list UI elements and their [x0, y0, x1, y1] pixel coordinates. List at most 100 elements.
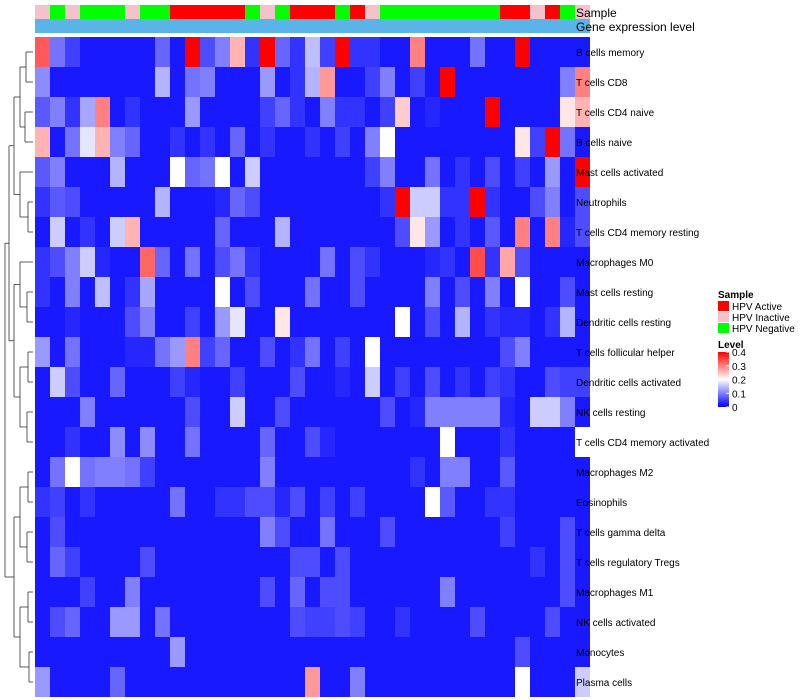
- heatmap-cell: [305, 367, 320, 397]
- heatmap-cell: [530, 67, 545, 97]
- heatmap-cell: [425, 577, 440, 607]
- heatmap-cell: [305, 97, 320, 127]
- heatmap-cell: [185, 547, 200, 577]
- heatmap-cell: [50, 367, 65, 397]
- heatmap-cell: [110, 367, 125, 397]
- heatmap-cell: [380, 187, 395, 217]
- heatmap-cell: [320, 97, 335, 127]
- heatmap-cell: [365, 547, 380, 577]
- heatmap-cell: [455, 547, 470, 577]
- heatmap-cell: [275, 337, 290, 367]
- heatmap-cell: [500, 157, 515, 187]
- heatmap-cell: [410, 487, 425, 517]
- heatmap-cell: [170, 367, 185, 397]
- heatmap-cell: [335, 397, 350, 427]
- heatmap-cell: [560, 127, 575, 157]
- heatmap-cell: [260, 367, 275, 397]
- heatmap-cell: [215, 157, 230, 187]
- heatmap-cell: [455, 397, 470, 427]
- heatmap-cell: [395, 307, 410, 337]
- heatmap-cell: [425, 97, 440, 127]
- heatmap-cell: [230, 67, 245, 97]
- heatmap-cell: [155, 547, 170, 577]
- heatmap-cell: [515, 127, 530, 157]
- legend-level-tick-label: 0.1: [732, 389, 746, 400]
- heatmap-cell: [200, 457, 215, 487]
- gene-expression-cell: [350, 19, 365, 33]
- heatmap-cell: [110, 547, 125, 577]
- heatmap-cell: [500, 547, 515, 577]
- heatmap-cell: [80, 547, 95, 577]
- heatmap-cell: [470, 667, 485, 697]
- sample-annotation-cell: [170, 5, 185, 19]
- row-label: NK cells activated: [576, 618, 655, 629]
- heatmap-cell: [50, 67, 65, 97]
- row-label: B cells naive: [576, 138, 633, 149]
- gene-expression-cell: [95, 19, 110, 33]
- heatmap-cell: [185, 307, 200, 337]
- heatmap-cell: [320, 127, 335, 157]
- heatmap-cell: [440, 517, 455, 547]
- heatmap-cell: [515, 577, 530, 607]
- heatmap-cell: [425, 307, 440, 337]
- heatmap-cell: [425, 457, 440, 487]
- heatmap-cell: [80, 97, 95, 127]
- heatmap-cell: [500, 337, 515, 367]
- heatmap-cell: [485, 307, 500, 337]
- heatmap-cell: [365, 667, 380, 697]
- heatmap-cell: [395, 517, 410, 547]
- heatmap-cell: [320, 667, 335, 697]
- heatmap-cell: [380, 427, 395, 457]
- heatmap-cell: [485, 247, 500, 277]
- heatmap-cell: [395, 637, 410, 667]
- heatmap-cell: [215, 667, 230, 697]
- heatmap-cell: [320, 307, 335, 337]
- heatmap-cell: [95, 337, 110, 367]
- gene-expression-cell: [515, 19, 530, 33]
- heatmap-cell: [305, 247, 320, 277]
- heatmap-cell: [140, 547, 155, 577]
- heatmap-cell: [155, 577, 170, 607]
- heatmap-cell: [200, 487, 215, 517]
- heatmap-cell: [155, 307, 170, 337]
- heatmap-cell: [530, 37, 545, 67]
- heatmap-cell: [425, 217, 440, 247]
- heatmap-cell: [560, 247, 575, 277]
- sample-annotation-cell: [65, 5, 80, 19]
- heatmap-cell: [35, 97, 50, 127]
- heatmap-cell: [245, 187, 260, 217]
- legend-level-title: Level: [718, 340, 744, 351]
- heatmap-cell: [155, 157, 170, 187]
- heatmap-cell: [245, 127, 260, 157]
- heatmap-cell: [305, 607, 320, 637]
- legend-level-tick-label: 0.3: [732, 362, 746, 373]
- heatmap-cell: [350, 547, 365, 577]
- heatmap-cell: [260, 187, 275, 217]
- heatmap-cell: [425, 187, 440, 217]
- heatmap-cell: [575, 547, 590, 577]
- legend-sample-label: HPV Negative: [732, 324, 795, 335]
- heatmap-cell: [35, 307, 50, 337]
- row-dendrogram: [4, 51, 33, 683]
- heatmap-cell: [425, 637, 440, 667]
- row-label: NK cells resting: [576, 408, 645, 419]
- heatmap-cell: [395, 487, 410, 517]
- heatmap-cell: [230, 307, 245, 337]
- heatmap-cell: [215, 277, 230, 307]
- heatmap-cell: [260, 247, 275, 277]
- heatmap-cell: [380, 307, 395, 337]
- heatmap-cell: [65, 667, 80, 697]
- heatmap-cell: [470, 427, 485, 457]
- gene-expression-cell: [545, 19, 560, 33]
- heatmap-cell: [350, 217, 365, 247]
- heatmap-cell: [260, 307, 275, 337]
- heatmap-cell: [155, 37, 170, 67]
- heatmap-cell: [395, 277, 410, 307]
- row-label: T cells regulatory Tregs: [576, 558, 680, 569]
- heatmap-cell: [95, 607, 110, 637]
- heatmap-cell: [80, 667, 95, 697]
- heatmap-cell: [350, 247, 365, 277]
- heatmap-cell: [50, 547, 65, 577]
- heatmap-cell: [500, 37, 515, 67]
- sample-annotation-cell: [110, 5, 125, 19]
